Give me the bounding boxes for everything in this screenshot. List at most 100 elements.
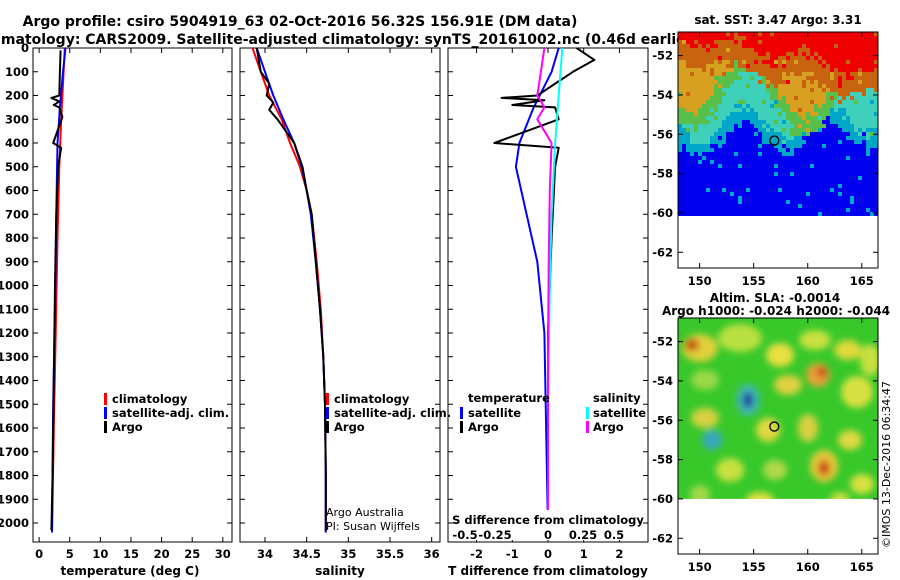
sst-cell (826, 92, 830, 96)
sst-cell (730, 52, 734, 56)
sst-cell (842, 112, 846, 116)
sst-cell (762, 40, 766, 44)
sst-cell (698, 116, 702, 120)
depth-tick-label: 1300 (0, 350, 29, 364)
sst-cell (786, 72, 790, 76)
sst-cell (678, 40, 682, 44)
sst-map-title: sat. SST: 3.47 Argo: 3.31 (694, 13, 861, 27)
sst-cell (678, 184, 682, 188)
sst-cell (798, 48, 802, 52)
sst-cell (870, 144, 874, 148)
sst-cell (686, 132, 690, 136)
sst-cell (758, 92, 762, 96)
sst-cell (770, 196, 774, 200)
sst-cell (770, 204, 774, 208)
sst-cell (738, 68, 742, 72)
sst-cell (678, 120, 682, 124)
sst-cell (838, 100, 842, 104)
sst-cell (846, 204, 850, 208)
sst-cell (854, 176, 858, 180)
sla-anomaly-blob (818, 460, 830, 476)
sst-cell (866, 148, 870, 152)
sst-cell (762, 136, 766, 140)
sst-cell (798, 128, 802, 132)
sst-cell (734, 104, 738, 108)
sst-cell (790, 120, 794, 124)
sst-cell (710, 56, 714, 60)
sst-cell (738, 212, 742, 216)
sst-cell (722, 212, 726, 216)
difference-series (493, 48, 596, 531)
sst-cell (834, 152, 838, 156)
sst-cell (762, 132, 766, 136)
sst-cell (866, 168, 870, 172)
sst-cell (866, 96, 870, 100)
sst-cell (830, 212, 834, 216)
sst-cell (874, 60, 878, 64)
sst-cell (766, 208, 770, 212)
sst-cell (786, 36, 790, 40)
sst-cell (786, 80, 790, 84)
sst-cell (866, 196, 870, 200)
sst-cell (766, 212, 770, 216)
sst-cell (754, 64, 758, 68)
sst-cell (742, 112, 746, 116)
sst-cell (810, 104, 814, 108)
sst-cell (790, 60, 794, 64)
sst-cell (714, 120, 718, 124)
sst-cell (786, 128, 790, 132)
sst-cell (786, 100, 790, 104)
sst-cell (754, 160, 758, 164)
sst-cell (838, 84, 842, 88)
sst-cell (698, 96, 702, 100)
sst-cell (746, 92, 750, 96)
sst-cell (810, 164, 814, 168)
sst-cell (754, 172, 758, 176)
sst-cell (818, 116, 822, 120)
sst-cell (790, 104, 794, 108)
sst-cell (778, 204, 782, 208)
sst-cell (706, 76, 710, 80)
sst-cell (718, 76, 722, 80)
sst-cell (762, 144, 766, 148)
sst-cell (794, 144, 798, 148)
sst-cell (834, 132, 838, 136)
sla-anomaly-blob (702, 430, 722, 450)
sst-cell (682, 116, 686, 120)
sst-cell (782, 196, 786, 200)
sst-cell (718, 124, 722, 128)
sst-cell (874, 48, 878, 52)
sst-cell (818, 172, 822, 176)
sst-cell (714, 212, 718, 216)
sst-cell (766, 140, 770, 144)
sst-cell (738, 100, 742, 104)
sst-cell (714, 128, 718, 132)
sst-cell (810, 32, 814, 36)
sst-cell (866, 32, 870, 36)
sst-cell (850, 76, 854, 80)
salinity-xtick-label: 35 (340, 547, 356, 561)
salinity-legend-swatch (326, 393, 329, 405)
sst-cell (838, 32, 842, 36)
sst-cell (822, 56, 826, 60)
sst-cell (874, 36, 878, 40)
sst-cell (862, 116, 866, 120)
sst-cell (790, 148, 794, 152)
sst-cell (802, 192, 806, 196)
difference-series-s-argo (536, 48, 553, 531)
sst-cell (818, 104, 822, 108)
sst-cell (678, 180, 682, 184)
sst-cell (782, 116, 786, 120)
difference-legend-label: satellite (593, 406, 646, 420)
sst-cell (702, 172, 706, 176)
sst-cell (854, 76, 858, 80)
sst-cell (694, 52, 698, 56)
sst-cell (746, 132, 750, 136)
sst-cell (842, 36, 846, 40)
sst-cell (710, 168, 714, 172)
sst-cell (706, 48, 710, 52)
sst-cell (694, 32, 698, 36)
sst-cell (762, 32, 766, 36)
sst-cell (802, 172, 806, 176)
sst-cell (730, 136, 734, 140)
